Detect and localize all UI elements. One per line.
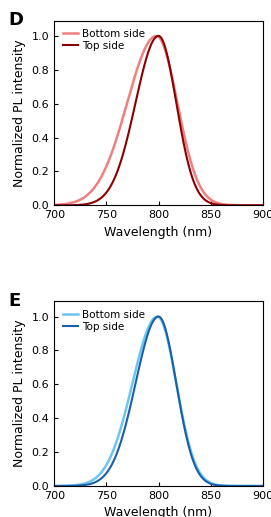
Top side (261, 483, 264, 489)
Y-axis label: Normalized PL intensity: Normalized PL intensity (13, 39, 26, 187)
Bottom side (63, 483, 66, 489)
Legend: Bottom side, Top side: Bottom side, Top side (59, 307, 149, 335)
Bottom side (53, 483, 56, 489)
X-axis label: Wavelength (nm): Wavelength (nm) (105, 506, 212, 517)
Bottom side (255, 202, 259, 208)
Top side (157, 313, 160, 320)
Top side (255, 202, 259, 208)
Line: Top side: Top side (54, 36, 263, 205)
Bottom side (217, 482, 220, 488)
Bottom side (261, 483, 264, 489)
Bottom side (53, 202, 56, 208)
Top side (217, 202, 220, 208)
Top side (154, 315, 157, 321)
Top side (157, 33, 160, 39)
Top side (53, 202, 56, 208)
Top side (261, 202, 264, 208)
Bottom side (156, 313, 159, 320)
Bottom side (149, 321, 152, 327)
Top side (255, 483, 259, 489)
X-axis label: Wavelength (nm): Wavelength (nm) (105, 226, 212, 239)
Bottom side (261, 202, 264, 208)
Bottom side (255, 483, 259, 489)
Top side (63, 202, 66, 208)
Text: E: E (8, 292, 21, 310)
Top side (149, 44, 152, 50)
Bottom side (255, 483, 259, 489)
Y-axis label: Normalized PL intensity: Normalized PL intensity (13, 320, 26, 467)
Line: Bottom side: Bottom side (54, 36, 263, 205)
Bottom side (149, 37, 152, 43)
Top side (149, 325, 152, 331)
Legend: Bottom side, Top side: Bottom side, Top side (59, 26, 149, 54)
Top side (255, 483, 259, 489)
Bottom side (255, 202, 259, 208)
Top side (217, 482, 220, 489)
Bottom side (154, 33, 157, 39)
Line: Top side: Top side (54, 316, 263, 486)
Top side (63, 483, 66, 489)
Bottom side (154, 314, 157, 320)
Top side (154, 34, 157, 40)
Bottom side (155, 33, 158, 39)
Bottom side (63, 201, 66, 207)
Line: Bottom side: Bottom side (54, 316, 263, 486)
Top side (53, 483, 56, 489)
Text: D: D (8, 11, 23, 29)
Bottom side (217, 200, 220, 206)
Top side (255, 202, 259, 208)
